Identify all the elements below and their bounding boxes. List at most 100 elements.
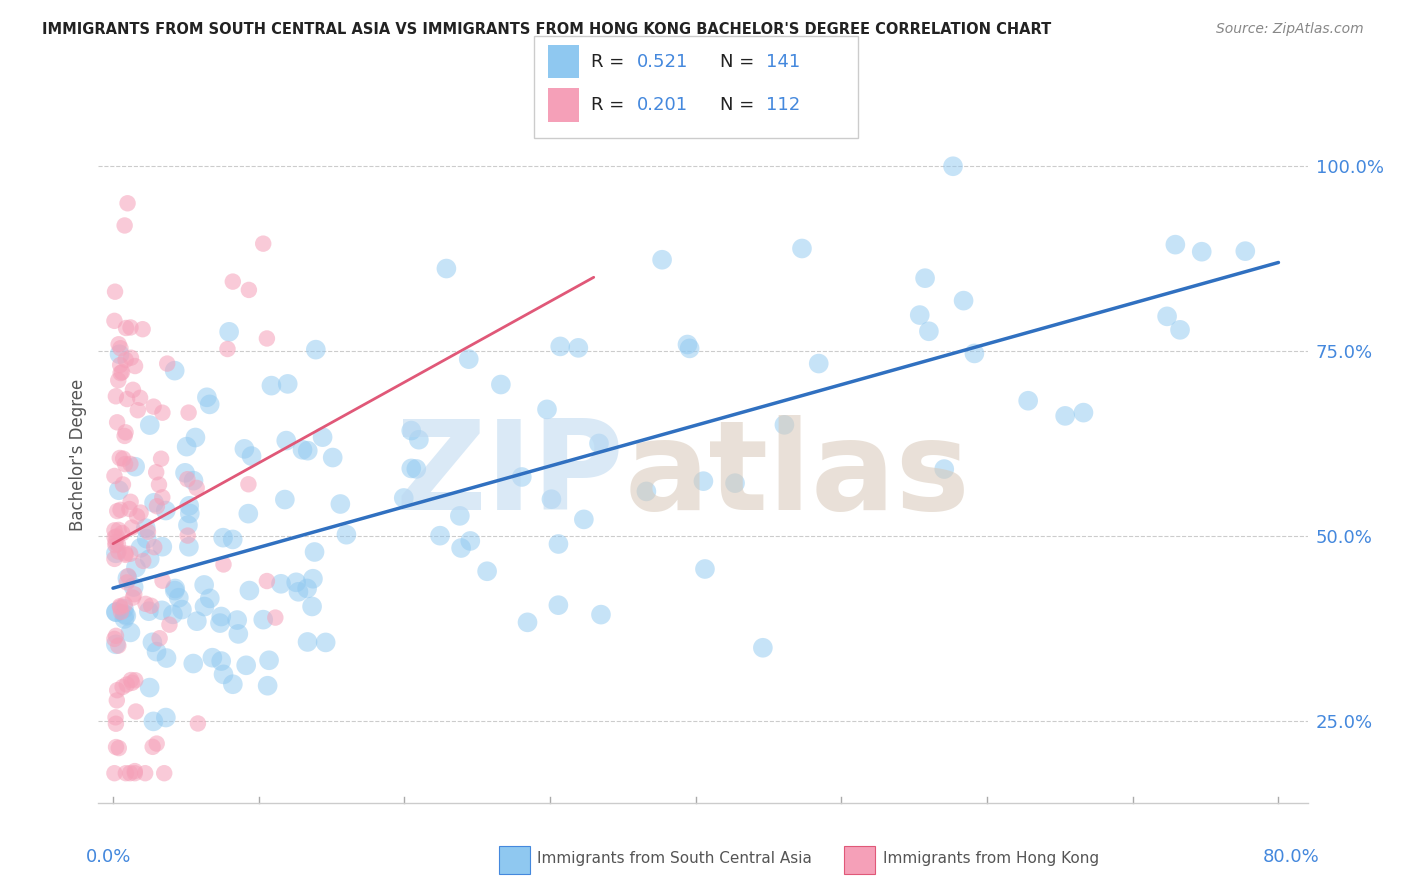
- Point: [226, 613, 249, 627]
- Point: [142, 400, 165, 414]
- Point: [295, 582, 318, 596]
- Point: [107, 544, 129, 558]
- Point: [934, 462, 956, 476]
- Point: [114, 546, 136, 560]
- Point: [198, 397, 221, 411]
- Point: [177, 540, 200, 554]
- Point: [127, 509, 149, 524]
- Point: [145, 465, 167, 479]
- Point: [120, 625, 142, 640]
- Point: [540, 492, 562, 507]
- Point: [111, 477, 134, 491]
- Point: [152, 406, 174, 420]
- Point: [108, 600, 131, 615]
- Point: [752, 640, 775, 655]
- Point: [186, 614, 208, 628]
- Point: [118, 502, 141, 516]
- Point: [114, 429, 136, 443]
- Point: [138, 604, 160, 618]
- Point: [1164, 237, 1187, 252]
- Point: [1017, 393, 1039, 408]
- Point: [547, 537, 569, 551]
- Point: [589, 607, 612, 622]
- Text: 0.521: 0.521: [637, 53, 689, 70]
- Point: [676, 337, 699, 351]
- Point: [115, 392, 138, 406]
- Point: [302, 572, 325, 586]
- Point: [103, 469, 125, 483]
- Point: [651, 252, 673, 267]
- Point: [170, 602, 193, 616]
- Point: [114, 548, 136, 562]
- Point: [277, 376, 299, 391]
- Point: [222, 677, 245, 691]
- Point: [252, 236, 274, 251]
- Point: [111, 680, 134, 694]
- Point: [287, 584, 309, 599]
- Point: [183, 474, 205, 488]
- Point: [176, 528, 198, 542]
- Point: [212, 558, 235, 572]
- Point: [104, 530, 127, 544]
- Point: [150, 491, 173, 505]
- Point: [807, 357, 830, 371]
- Point: [256, 331, 278, 345]
- Point: [103, 632, 125, 646]
- Point: [311, 430, 333, 444]
- Text: 141: 141: [766, 53, 800, 70]
- Point: [104, 535, 127, 549]
- Point: [918, 324, 941, 338]
- Point: [233, 442, 256, 456]
- Point: [693, 562, 716, 576]
- Point: [120, 320, 142, 334]
- Point: [238, 477, 260, 491]
- Point: [167, 591, 190, 605]
- Text: N =: N =: [720, 53, 759, 70]
- Point: [124, 359, 146, 373]
- Point: [208, 616, 231, 631]
- Point: [114, 607, 136, 622]
- Point: [111, 365, 134, 379]
- Point: [510, 470, 533, 484]
- Point: [217, 342, 239, 356]
- Point: [118, 766, 141, 780]
- Point: [108, 483, 131, 498]
- Point: [177, 518, 200, 533]
- Point: [588, 436, 610, 450]
- Point: [155, 710, 177, 724]
- Point: [291, 442, 314, 457]
- Point: [114, 598, 136, 612]
- Point: [457, 352, 479, 367]
- Point: [105, 504, 128, 518]
- Point: [114, 766, 136, 780]
- Text: 0.0%: 0.0%: [86, 848, 132, 866]
- Point: [103, 552, 125, 566]
- Point: [121, 520, 143, 534]
- Point: [141, 635, 163, 649]
- Point: [127, 403, 149, 417]
- Point: [636, 484, 658, 499]
- Point: [790, 242, 813, 256]
- Point: [162, 607, 184, 622]
- Point: [952, 293, 974, 308]
- Point: [107, 337, 129, 351]
- Point: [105, 683, 128, 698]
- Text: 80.0%: 80.0%: [1263, 848, 1320, 866]
- Point: [1234, 244, 1257, 259]
- Point: [148, 477, 170, 491]
- Point: [135, 521, 157, 535]
- Point: [107, 741, 129, 756]
- Point: [135, 532, 157, 546]
- Point: [179, 507, 201, 521]
- Point: [963, 346, 986, 360]
- Point: [105, 529, 128, 543]
- Point: [942, 159, 965, 173]
- Point: [285, 575, 308, 590]
- Point: [724, 476, 747, 491]
- Point: [131, 322, 153, 336]
- Point: [274, 492, 297, 507]
- Point: [122, 587, 145, 601]
- Point: [108, 347, 131, 361]
- Point: [112, 612, 135, 626]
- Point: [104, 546, 127, 560]
